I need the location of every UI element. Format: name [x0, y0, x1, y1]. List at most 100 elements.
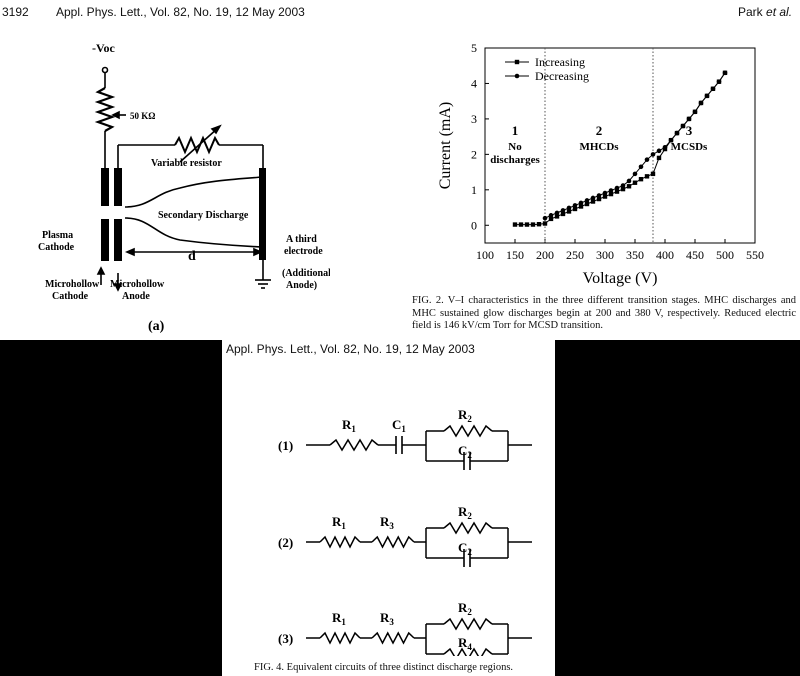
region-label: MHCDs — [579, 141, 619, 153]
third-electrode — [259, 168, 266, 260]
point-decreasing — [722, 70, 728, 76]
point-decreasing — [626, 178, 632, 184]
y-tick-label: 3 — [471, 112, 477, 126]
resistor-r1 — [319, 535, 361, 549]
third-electrode-label-2: electrode — [284, 246, 323, 257]
point-decreasing — [572, 203, 578, 208]
point-increasing — [614, 189, 620, 194]
resistor-r3 — [371, 535, 415, 549]
cathode-electrode-bottom — [101, 219, 109, 261]
anode-electrode-top — [114, 168, 122, 206]
label-r1: R1 — [332, 514, 346, 531]
point-increasing — [542, 221, 548, 226]
y-tick-label: 1 — [471, 183, 477, 197]
point-decreasing — [566, 205, 572, 211]
label-c2: C2 — [458, 443, 472, 460]
point-increasing — [530, 222, 536, 227]
point-increasing — [620, 186, 626, 192]
point-decreasing — [692, 109, 698, 115]
point-increasing — [590, 199, 596, 204]
point-decreasing — [686, 116, 692, 122]
resistor-r1 — [319, 631, 361, 645]
cathode-electrode-top — [101, 168, 109, 206]
circuit-label: (3) — [278, 631, 293, 646]
point-decreasing — [662, 144, 668, 150]
third-electrode-label-1: A third — [286, 234, 317, 245]
cathode-label: Cathode — [38, 242, 75, 253]
point-decreasing — [638, 164, 644, 170]
y-axis-label: Current (mA) — [437, 102, 454, 190]
region-number: 3 — [686, 123, 693, 138]
journal-header: Appl. Phys. Lett., Vol. 82, No. 19, 12 M… — [56, 5, 305, 19]
x-tick-label: 250 — [566, 248, 584, 262]
discharge-schematic: -Voc 50 KΩ Variable resistor Secondary D… — [38, 41, 330, 334]
label-r4: R4 — [458, 635, 472, 652]
x-tick-label: 450 — [686, 248, 704, 262]
region-number: 2 — [596, 123, 603, 138]
vi-chart: 100 150 200 250 300 350 400 450 500 550 0 1 2 3 4 5 Volt… — [437, 41, 764, 287]
point-decreasing — [680, 123, 686, 129]
mh-cathode-label-2: Cathode — [52, 291, 89, 302]
point-decreasing — [704, 93, 710, 99]
d-label: d — [188, 249, 196, 264]
point-increasing — [518, 222, 524, 227]
point-decreasing — [644, 157, 650, 162]
third-electrode-label-4: Anode) — [286, 280, 317, 291]
secondary-discharge-label: Secondary Discharge — [158, 210, 249, 221]
x-tick-label: 150 — [506, 248, 524, 262]
legend-label: Decreasing — [535, 69, 589, 83]
y-tick-label: 0 — [471, 218, 477, 232]
point-increasing — [656, 155, 662, 161]
resistor-r4 — [443, 647, 493, 656]
voc-label: -Voc — [92, 41, 116, 55]
label-r1: R1 — [332, 610, 346, 627]
legend-marker-square — [514, 59, 520, 65]
point-increasing — [608, 191, 614, 197]
point-decreasing — [584, 198, 590, 203]
fig4-panel: Appl. Phys. Lett., Vol. 82, No. 19, 12 M… — [222, 340, 555, 676]
legend-marker-circle — [514, 73, 520, 79]
third-electrode-label-3: (Additional — [282, 268, 330, 279]
r50-label: 50 KΩ — [130, 111, 155, 121]
x-tick-label: 100 — [476, 248, 494, 262]
point-decreasing — [632, 171, 638, 177]
point-increasing — [650, 171, 656, 177]
mh-cathode-label-1: Microhollow — [45, 279, 100, 290]
point-decreasing — [542, 215, 548, 221]
point-decreasing — [596, 193, 602, 198]
point-increasing — [626, 184, 632, 189]
point-decreasing — [698, 100, 704, 106]
legend-label: Increasing — [535, 55, 585, 69]
author-header: Park et al. — [738, 5, 792, 19]
point-decreasing — [656, 148, 662, 154]
region-number: 1 — [512, 123, 519, 138]
resistor-r2 — [443, 521, 493, 535]
panel-a-label: (a) — [148, 319, 165, 334]
fig2-caption: FIG. 2. V–I characteristics in the three… — [412, 295, 796, 332]
mh-anode-label-1: Microhollow — [110, 279, 165, 290]
variable-resistor — [174, 135, 220, 155]
y-tick-label: 4 — [471, 76, 477, 90]
point-increasing — [548, 216, 554, 222]
x-tick-label: 300 — [596, 248, 614, 262]
point-increasing — [560, 211, 566, 217]
point-decreasing — [716, 79, 722, 84]
point-increasing — [572, 206, 578, 212]
top-page: 3192 Appl. Phys. Lett., Vol. 82, No. 19,… — [2, 5, 796, 334]
author-suffix: et al. — [766, 5, 793, 19]
point-increasing — [536, 222, 542, 227]
point-decreasing — [614, 185, 620, 191]
point-decreasing — [554, 210, 560, 216]
point-increasing — [596, 196, 602, 202]
x-axis-label: Voltage (V) — [583, 270, 658, 287]
resistor-r1 — [329, 438, 379, 452]
y-tick-label: 2 — [471, 147, 477, 161]
x-tick-label: 350 — [626, 248, 644, 262]
label-c1: C1 — [392, 417, 406, 434]
point-increasing — [512, 222, 518, 227]
x-tick-label: 500 — [716, 248, 734, 262]
resistor-r2 — [443, 617, 493, 631]
point-increasing — [524, 222, 530, 227]
point-increasing — [554, 214, 560, 219]
point-decreasing — [650, 152, 656, 157]
